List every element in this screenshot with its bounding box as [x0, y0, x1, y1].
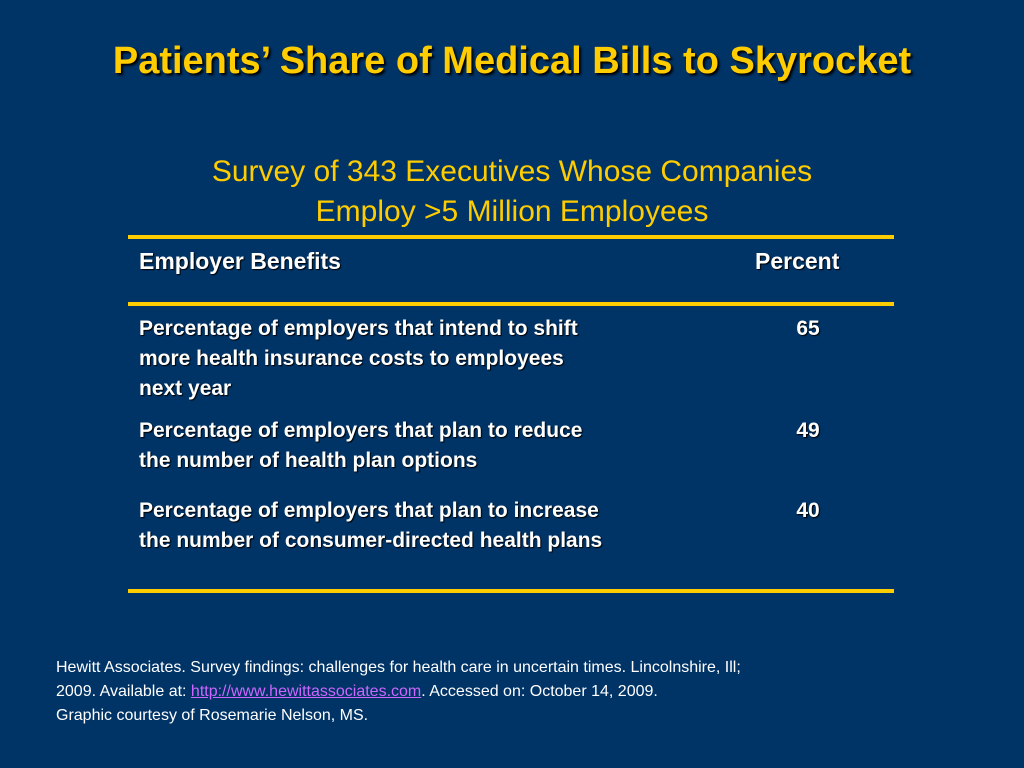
table-row-value: 40 — [796, 499, 820, 522]
row-label-line: next year — [139, 377, 232, 400]
slide-title: Patients’ Share of Medical Bills to Skyr… — [112, 40, 912, 82]
slide-subtitle: Survey of 343 Executives Whose Companies… — [0, 152, 1024, 232]
row-label-line: Percentage of employers that plan to red… — [139, 419, 583, 442]
table-row-value: 65 — [796, 317, 820, 340]
citation-link[interactable]: http://www.hewittassociates.com — [190, 683, 422, 700]
row-label-line: the number of health plan options — [139, 449, 478, 472]
row-label-line: Percentage of employers that intend to s… — [139, 317, 578, 340]
citation-footer: Hewitt Associates. Survey findings: chal… — [56, 656, 976, 728]
table-row-label: Percentage of employers that plan to red… — [139, 416, 729, 476]
row-label-line: the number of consumer-directed health p… — [139, 529, 603, 552]
table-header-rule — [128, 302, 894, 306]
row-label-line: more health insurance costs to employees — [139, 347, 564, 370]
citation-line-2: 2009. Available at: http://www.hewittass… — [56, 680, 976, 704]
table-row-value: 49 — [796, 419, 820, 442]
table-bottom-rule — [128, 589, 894, 593]
citation-text: . Accessed on: October 14, 2009. — [421, 683, 658, 700]
citation-line-1: Hewitt Associates. Survey findings: chal… — [56, 659, 741, 676]
table-top-rule — [128, 235, 894, 239]
credit-line: Graphic courtesy of Rosemarie Nelson, MS… — [56, 707, 369, 724]
row-label-line: Percentage of employers that plan to inc… — [139, 499, 599, 522]
subtitle-line-2: Employ >5 Million Employees — [315, 195, 709, 228]
column-header-percent: Percent — [755, 248, 840, 274]
citation-text: 2009. Available at: — [56, 683, 191, 700]
table-row-label: Percentage of employers that intend to s… — [139, 314, 729, 404]
subtitle-line-1: Survey of 343 Executives Whose Companies — [211, 155, 813, 188]
column-header-employer-benefits: Employer Benefits — [139, 248, 341, 274]
table-row-label: Percentage of employers that plan to inc… — [139, 496, 729, 556]
